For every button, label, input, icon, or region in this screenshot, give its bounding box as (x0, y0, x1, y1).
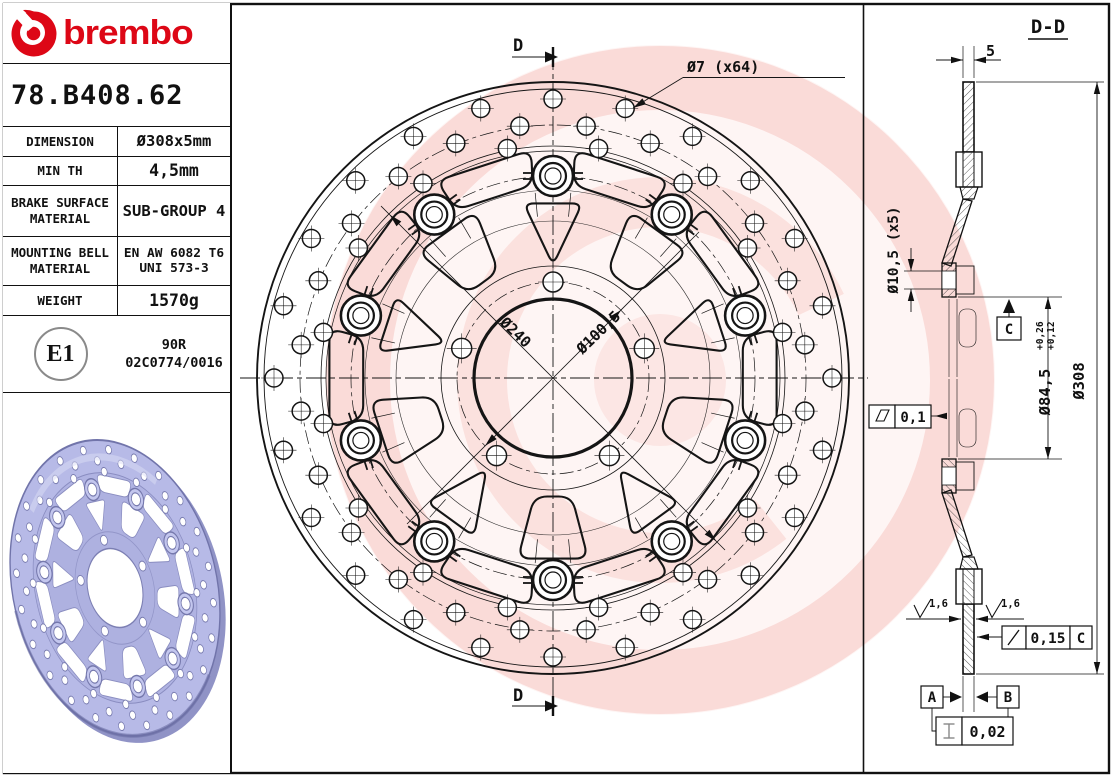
brembo-watermark (325, 45, 995, 715)
datum-c-triangle-icon (1003, 299, 1015, 313)
table-row-dimension: DIMENSION Ø308x5mm (3, 127, 230, 157)
e1-mark: E1 (33, 327, 88, 381)
roughness-right-value: 1,6 (1001, 598, 1020, 610)
row-value: 4,5mm (149, 161, 199, 181)
brembo-logo-icon (11, 9, 57, 57)
section-arrow-top-icon (545, 51, 558, 63)
table-row-weight: WEIGHT 1570g (3, 286, 230, 316)
brake-disc-photo (9, 439, 226, 743)
section-title: D-D (1031, 16, 1065, 38)
roughness-symbol-left-icon (913, 598, 932, 619)
flatness-value: 0,1 (900, 410, 925, 426)
row-value: 1570g (149, 290, 199, 310)
section-profile-top (941, 81, 983, 377)
row-value: EN AW 6082 T6 (123, 245, 225, 261)
roughness-symbol-right-icon (985, 598, 1004, 619)
section-view-callouts: D-D 5 Ø10,5 (x5) C (868, 16, 1104, 746)
product-photo-box (3, 393, 230, 773)
runout-symbol-icon (1007, 629, 1020, 646)
datum-c-label: C (1005, 322, 1013, 338)
row-label: MOUNTING BELL MATERIAL (3, 237, 118, 285)
bore-tol-upper: +0,26 (1035, 321, 1046, 350)
section-arrow-bottom-icon (545, 700, 558, 712)
section-marker-bottom-label: D (513, 686, 523, 706)
row-value-2: UNI 573-3 (139, 261, 209, 276)
homologation-code-2: 02C0774/0016 (125, 355, 223, 371)
parallelism-symbol-icon (943, 723, 955, 739)
datum-a-label: A (928, 690, 937, 706)
row-value: Ø308x5mm (136, 132, 212, 151)
section-view (941, 81, 983, 675)
runout-datum: C (1077, 631, 1085, 647)
holes-callout-label: Ø7 (x64) (686, 58, 759, 76)
parallelism-value: 0,02 (969, 723, 1005, 741)
roughness-left-value: 1,6 (929, 598, 948, 610)
outer-diameter-label: Ø308 (1070, 362, 1088, 400)
row-label: DIMENSION (3, 127, 118, 156)
runout-value: 0,15 (1031, 631, 1066, 647)
section-marker-top-label: D (513, 36, 523, 56)
row-label: WEIGHT (3, 286, 118, 315)
bore-tol-lower: +0,12 (1046, 321, 1057, 350)
title-block-column: brembo 78.B408.62 DIMENSION Ø308x5mm MIN… (3, 3, 232, 773)
row-label: BRAKE SURFACE MATERIAL (3, 186, 118, 236)
flatness-symbol-icon (875, 409, 890, 422)
datum-b-triangle-icon (976, 691, 988, 703)
datum-b-label: B (1004, 690, 1012, 706)
bore-diameter-label: Ø84,5 (1036, 369, 1054, 417)
bolt-hole-callout-label: Ø10,5 (x5) (886, 206, 902, 294)
table-row-mounting-bell: MOUNTING BELL MATERIAL EN AW 6082 T6 UNI… (3, 237, 230, 286)
row-value: SUB-GROUP 4 (122, 201, 226, 220)
homologation-row: E1 90R 02C0774/0016 (3, 316, 230, 393)
brand-header: brembo (3, 3, 230, 64)
part-number: 78.B408.62 (3, 64, 230, 127)
table-row-min-th: MIN TH 4,5mm (3, 157, 230, 186)
brand-wordmark: brembo (63, 13, 194, 52)
table-row-brake-surface: BRAKE SURFACE MATERIAL SUB-GROUP 4 (3, 186, 230, 237)
homologation-code-1: 90R (161, 336, 187, 353)
thickness-label: 5 (986, 42, 995, 60)
datum-a-triangle-icon (950, 691, 962, 703)
row-label: MIN TH (3, 157, 118, 185)
main-view-disc-drawing (240, 50, 868, 714)
